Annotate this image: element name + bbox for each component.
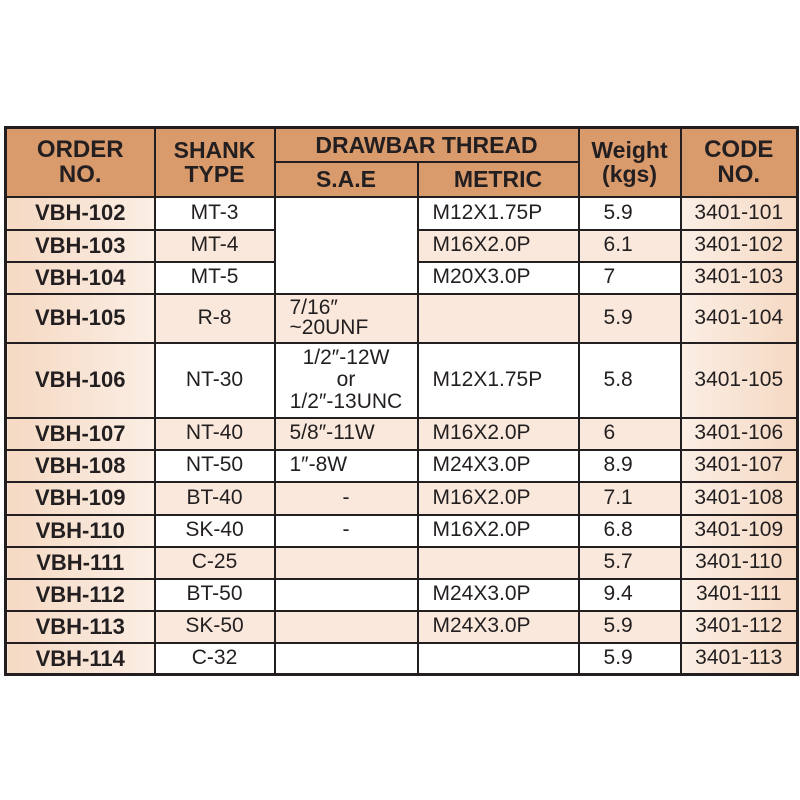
weight-cell: 7	[577, 260, 682, 295]
shank-type-cell: C-32	[153, 641, 276, 676]
sae-cell: -	[273, 480, 419, 516]
table-row: VBH-105 R-8 7/16″ ~20UNF 5.9 3401-104	[4, 292, 799, 344]
metric-cell: M12X1.75P	[416, 195, 580, 231]
metric-cell	[416, 292, 580, 344]
order-no-cell: VBH-111	[4, 545, 156, 580]
table-row: VBH-114 C-32 5.9 3401-113	[4, 641, 799, 676]
metric-cell: M12X1.75P	[416, 341, 580, 419]
shank-type-cell: R-8	[153, 292, 276, 344]
shank-type-cell: NT-40	[153, 416, 276, 451]
header-weight: Weight (kgs)	[577, 126, 682, 198]
code-no-cell: 3401-110	[679, 545, 799, 580]
metric-cell: M24X3.0P	[416, 448, 580, 483]
order-no-cell: VBH-103	[4, 228, 156, 263]
code-no-cell: 3401-107	[679, 448, 799, 483]
metric-cell: M16X2.0P	[416, 480, 580, 516]
table-row: VBH-106 NT-30 1/2″-12W or 1/2″-13UNC M12X1.75…	[4, 341, 799, 419]
table-row: VBH-108 NT-50 1″-8W M24X3.0P 8.9 3401-107	[4, 448, 799, 483]
table-row: VBH-113 SK-50 M24X3.0P 5.9 3401-112	[4, 609, 799, 644]
shank-type-cell: SK-50	[153, 609, 276, 644]
code-no-cell: 3401-105	[679, 341, 799, 419]
code-no-cell: 3401-112	[679, 609, 799, 644]
sae-cell: -	[273, 513, 419, 548]
code-no-cell: 3401-106	[679, 416, 799, 451]
code-no-cell: 3401-113	[679, 641, 799, 676]
metric-cell: M24X3.0P	[416, 577, 580, 612]
header-order-no: ORDER NO.	[4, 126, 156, 198]
header-code-no: CODE NO.	[679, 126, 799, 198]
header-drawbar-thread: DRAWBAR THREAD	[273, 126, 580, 163]
weight-cell: 9.4	[577, 577, 682, 612]
code-no-cell: 3401-101	[679, 195, 799, 231]
shank-type-cell: BT-50	[153, 577, 276, 612]
weight-cell: 6.1	[577, 228, 682, 263]
sae-cell: 7/16″ ~20UNF	[273, 292, 419, 344]
metric-cell: M20X3.0P	[416, 260, 580, 295]
order-no-cell: VBH-105	[4, 292, 156, 344]
weight-cell: 5.9	[577, 609, 682, 644]
shank-type-cell: MT-5	[153, 260, 276, 295]
table-row: VBH-110 SK-40- M16X2.0P 6.8 3401-109	[4, 513, 799, 548]
order-no-cell: VBH-107	[4, 416, 156, 451]
code-no-cell: 3401-111	[679, 577, 799, 612]
header-shank-type: SHANK TYPE	[153, 126, 276, 198]
order-no-cell: VBH-113	[4, 609, 156, 644]
shank-type-cell: NT-50	[153, 448, 276, 483]
metric-cell: M24X3.0P	[416, 609, 580, 644]
weight-cell: 5.9	[577, 641, 682, 676]
metric-cell	[416, 545, 580, 580]
order-no-cell: VBH-114	[4, 641, 156, 676]
table-row: VBH-109 BT-40- M16X2.0P 7.1 3401-108	[4, 480, 799, 516]
table-row: VBH-107 NT-40 5/8″-11W M16X2.0P 6 3401-106	[4, 416, 799, 451]
weight-cell: 5.8	[577, 341, 682, 419]
sae-cell	[273, 195, 419, 295]
sae-cell	[273, 609, 419, 644]
metric-cell: M16X2.0P	[416, 513, 580, 548]
order-no-cell: VBH-112	[4, 577, 156, 612]
metric-cell: M16X2.0P	[416, 228, 580, 263]
sae-cell: 1/2″-12W or 1/2″-13UNC	[273, 341, 419, 419]
shank-type-cell: C-25	[153, 545, 276, 580]
shank-type-cell: SK-40	[153, 513, 276, 548]
sae-cell: 1″-8W	[273, 448, 419, 483]
metric-cell	[416, 641, 580, 676]
weight-cell: 5.7	[577, 545, 682, 580]
table-row: VBH-104 MT-5 M20X3.0P 7 3401-103	[4, 260, 799, 295]
shank-type-cell: MT-4	[153, 228, 276, 263]
code-no-cell: 3401-109	[679, 513, 799, 548]
order-no-cell: VBH-102	[4, 195, 156, 231]
sae-cell	[273, 641, 419, 676]
spec-table: ORDER NO. SHANK TYPE DRAWBAR THREAD Weig…	[4, 126, 800, 676]
weight-cell: 5.9	[577, 195, 682, 231]
table-row: VBH-111 C-25 5.7 3401-110	[4, 545, 799, 580]
shank-type-cell: MT-3	[153, 195, 276, 231]
weight-cell: 8.9	[577, 448, 682, 483]
sae-cell	[273, 545, 419, 580]
order-no-cell: VBH-110	[4, 513, 156, 548]
code-no-cell: 3401-103	[679, 260, 799, 295]
order-no-cell: VBH-104	[4, 260, 156, 295]
weight-cell: 7.1	[577, 480, 682, 516]
weight-cell: 6.8	[577, 513, 682, 548]
metric-cell: M16X2.0P	[416, 416, 580, 451]
code-no-cell: 3401-108	[679, 480, 799, 516]
order-no-cell: VBH-109	[4, 480, 156, 516]
code-no-cell: 3401-102	[679, 228, 799, 263]
table-row: VBH-102 MT-3 M12X1.75P 5.9 3401-101	[4, 195, 799, 295]
sae-cell	[273, 577, 419, 612]
header-metric: METRIC	[416, 160, 580, 198]
sae-cell: 5/8″-11W	[273, 416, 419, 451]
code-no-cell: 3401-104	[679, 292, 799, 344]
order-no-cell: VBH-108	[4, 448, 156, 483]
shank-type-cell: BT-40	[153, 480, 276, 516]
order-no-cell: VBH-106	[4, 341, 156, 419]
header-sae: S.A.E	[273, 160, 419, 198]
table-row: VBH-103 MT-4 M16X2.0P 6.1 3401-102	[4, 228, 799, 263]
shank-type-cell: NT-30	[153, 341, 276, 419]
weight-cell: 6	[577, 416, 682, 451]
table-row: VBH-112 BT-50 M24X3.0P 9.4 3401-111	[4, 577, 799, 612]
weight-cell: 5.9	[577, 292, 682, 344]
